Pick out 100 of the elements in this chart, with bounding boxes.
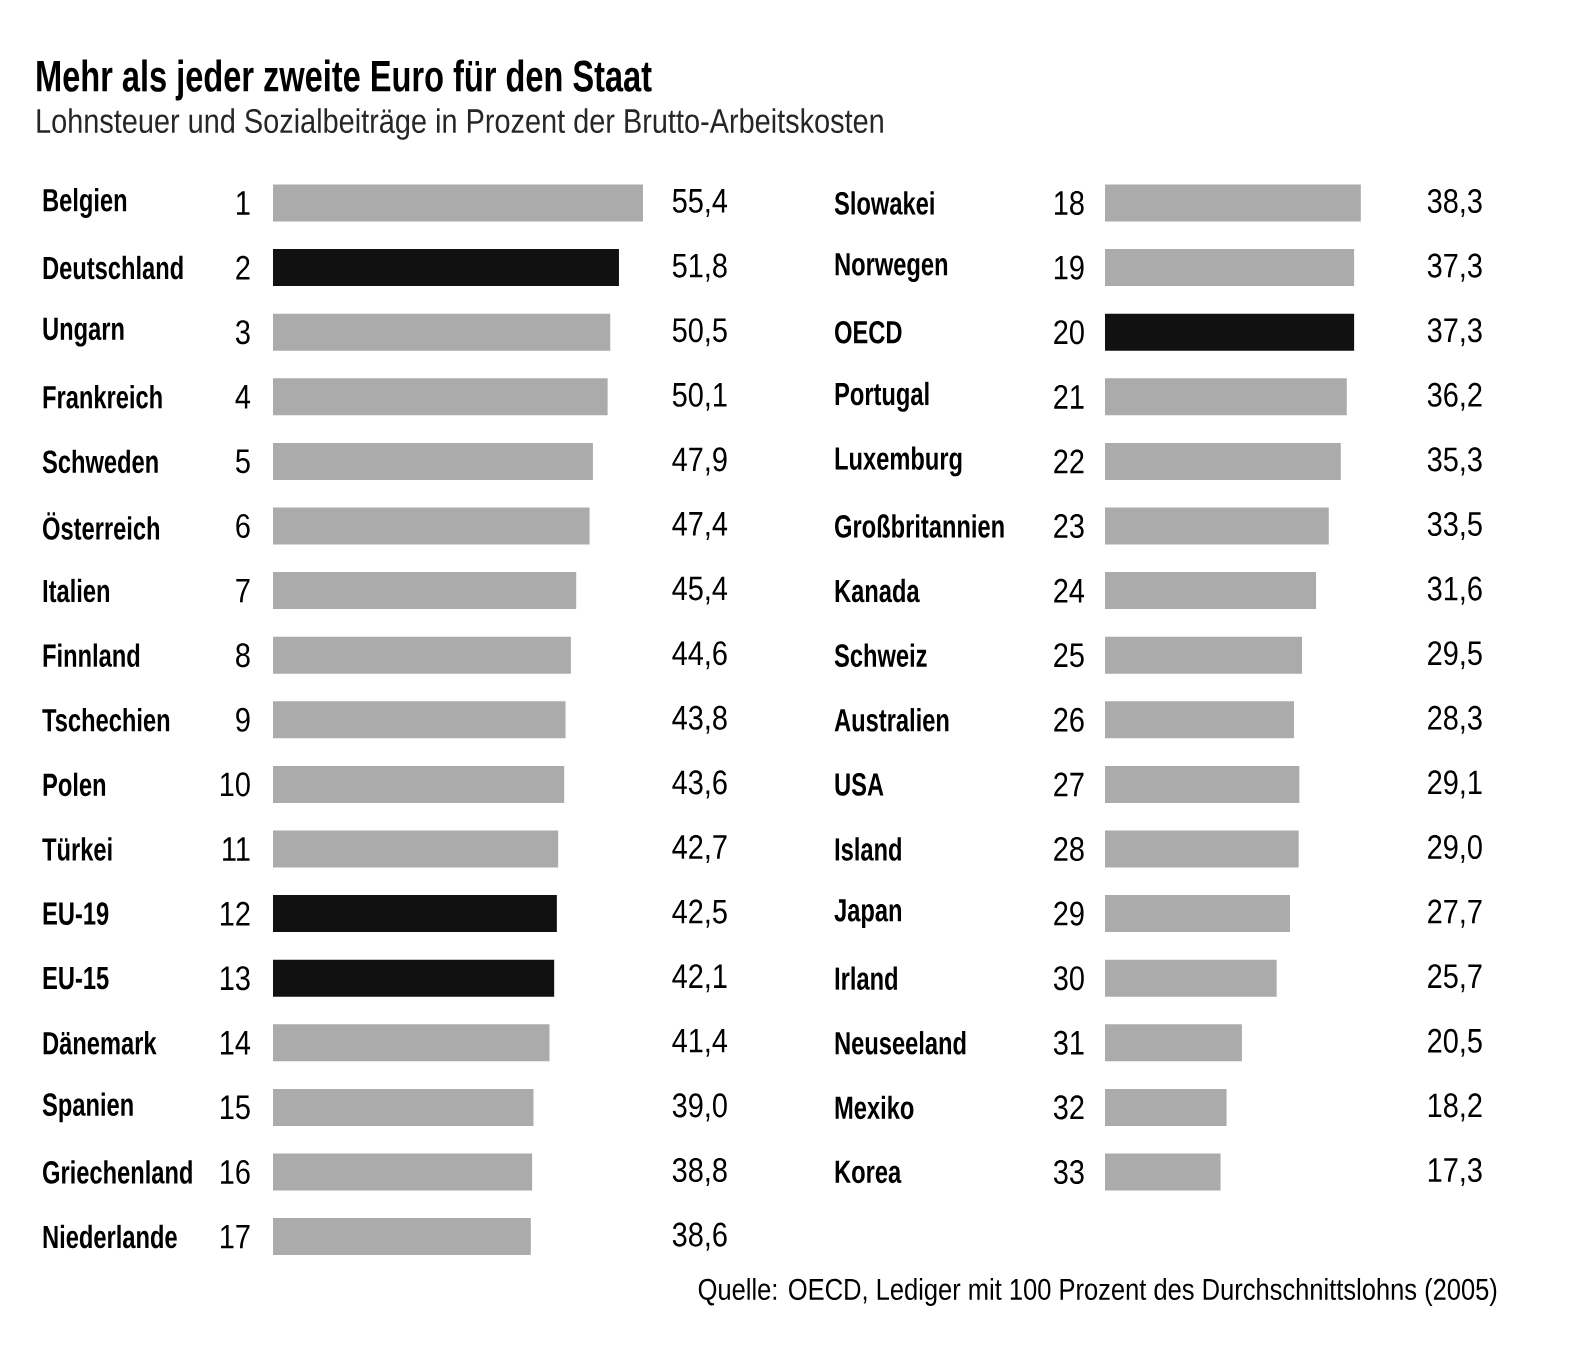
bar bbox=[273, 572, 577, 610]
data-label: 20,5 bbox=[1428, 1028, 1482, 1057]
y-tick-label: Deutschland bbox=[43, 255, 183, 280]
text: 28 bbox=[1054, 836, 1084, 862]
y-tick-label: OECD bbox=[835, 320, 902, 344]
data-label: 42,7 bbox=[672, 834, 727, 864]
text: 14 bbox=[220, 1031, 251, 1055]
text: 13 bbox=[220, 966, 250, 991]
bar bbox=[1105, 765, 1300, 803]
y-tick-label: Niederlande bbox=[43, 1224, 177, 1249]
data-label: 37,3 bbox=[1427, 253, 1482, 282]
bar bbox=[1105, 959, 1277, 997]
data-label: 25,7 bbox=[1428, 964, 1482, 993]
text: 10 bbox=[220, 772, 250, 797]
text: 18 bbox=[1054, 190, 1084, 216]
y-tick-label: Slowakei bbox=[834, 191, 934, 215]
bar bbox=[1105, 184, 1361, 222]
data-label: 42,5 bbox=[672, 899, 727, 928]
data-label: 44,6 bbox=[672, 641, 727, 670]
text: 9 bbox=[236, 707, 250, 732]
data-label: 29,1 bbox=[1428, 770, 1482, 799]
data-label: 50,1 bbox=[672, 382, 727, 411]
y-tick-label: Luxemburg bbox=[835, 446, 962, 477]
data-label: 36,2 bbox=[1427, 382, 1482, 411]
data-label: 31,6 bbox=[1427, 576, 1482, 605]
y-tick-label: Kanada bbox=[835, 578, 920, 603]
data-label: 39,0 bbox=[672, 1093, 727, 1122]
data-label: 47,4 bbox=[672, 512, 728, 540]
y-tick-label: Großbritannien bbox=[835, 514, 1004, 538]
data-label: 42,1 bbox=[672, 964, 727, 993]
bar bbox=[273, 765, 565, 803]
text: 21 bbox=[1054, 384, 1084, 409]
y-tick-label: Island bbox=[835, 837, 901, 861]
y-tick-label: EU-19 bbox=[43, 902, 109, 925]
text: 24 bbox=[1054, 578, 1085, 603]
bar bbox=[273, 895, 557, 933]
bar bbox=[273, 701, 566, 739]
bar bbox=[1105, 1024, 1242, 1062]
y-tick-label: Schweiz bbox=[834, 643, 927, 667]
text: 16 bbox=[220, 1159, 250, 1185]
bar bbox=[273, 1024, 550, 1062]
source-note: Quelle: OECD, Lediger mit 100 Prozent des Durchschnittslohns (2005) bbox=[698, 1278, 1497, 1306]
bar bbox=[1105, 442, 1341, 480]
data-label: 35,3 bbox=[1427, 447, 1482, 476]
text: 30 bbox=[1053, 966, 1084, 991]
y-tick-label: Griechenland bbox=[43, 1160, 192, 1184]
text: 6 bbox=[236, 513, 250, 539]
bar bbox=[1105, 507, 1329, 545]
y-tick-label: Belgien bbox=[43, 188, 127, 218]
text: 20 bbox=[1054, 320, 1084, 345]
bar bbox=[273, 830, 559, 868]
data-label: 47,9 bbox=[672, 447, 727, 476]
y-tick-label: USA bbox=[835, 773, 884, 796]
data-label: 29,5 bbox=[1428, 641, 1482, 670]
y-tick-label: Frankreich bbox=[43, 385, 162, 409]
data-label: 41,4 bbox=[672, 1028, 728, 1057]
y-tick-label: Finnland bbox=[43, 643, 140, 667]
chart-title: Mehr als jeder zweite Euro für den Staat bbox=[37, 59, 652, 101]
y-tick-label: Spanien bbox=[42, 1092, 133, 1123]
data-label: 27,7 bbox=[1428, 899, 1482, 928]
y-tick-label: Portugal bbox=[835, 381, 929, 412]
bar bbox=[273, 1088, 534, 1126]
text: 27 bbox=[1054, 772, 1084, 797]
bar bbox=[1105, 636, 1303, 674]
text: 26 bbox=[1054, 707, 1084, 732]
text: 2 bbox=[236, 255, 250, 280]
data-label: 18,2 bbox=[1428, 1093, 1482, 1122]
y-tick-label: Australien bbox=[834, 708, 949, 732]
bar bbox=[273, 313, 611, 351]
y-tick-label: Italien bbox=[43, 578, 110, 603]
data-label: 55,4 bbox=[672, 189, 728, 217]
data-label: 45,4 bbox=[672, 576, 728, 605]
bar bbox=[273, 1153, 533, 1191]
y-tick-label: Irland bbox=[835, 966, 897, 990]
y-tick-label: Korea bbox=[835, 1160, 902, 1184]
y-tick-label: Österreich bbox=[43, 512, 160, 540]
text: 12 bbox=[220, 901, 250, 926]
text: 33 bbox=[1053, 1159, 1084, 1185]
data-label: 38,8 bbox=[672, 1157, 727, 1187]
text: 1 bbox=[237, 191, 250, 215]
bar bbox=[273, 442, 593, 480]
y-tick-label: Türkei bbox=[42, 837, 112, 861]
data-label: 38,6 bbox=[672, 1222, 727, 1251]
data-label: 28,3 bbox=[1428, 705, 1482, 734]
y-tick-label: Schweden bbox=[42, 449, 158, 474]
bar bbox=[273, 378, 608, 416]
text: 25 bbox=[1054, 643, 1084, 668]
text: 17 bbox=[220, 1224, 250, 1249]
bar bbox=[1105, 1088, 1227, 1126]
data-label: 50,5 bbox=[672, 318, 727, 347]
bar bbox=[1105, 572, 1317, 610]
y-tick-label: Polen bbox=[43, 772, 106, 797]
text: 32 bbox=[1053, 1095, 1084, 1120]
y-tick-label: Japan bbox=[834, 899, 902, 928]
text: 22 bbox=[1054, 449, 1084, 474]
data-label: 33,5 bbox=[1427, 511, 1482, 541]
bar bbox=[1105, 895, 1291, 933]
bar bbox=[273, 1218, 531, 1256]
data-label: 43,8 bbox=[672, 705, 727, 734]
bar bbox=[1105, 830, 1299, 868]
